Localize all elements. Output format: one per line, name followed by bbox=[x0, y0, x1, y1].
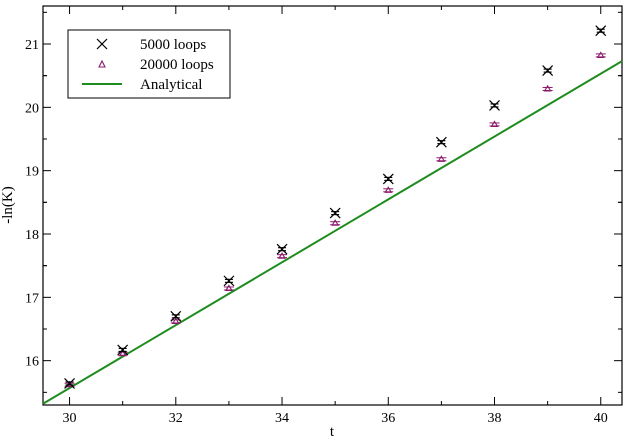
y-tick-label: 17 bbox=[25, 291, 39, 306]
point-5000-loops bbox=[329, 207, 341, 219]
point-20000-loops bbox=[117, 349, 128, 357]
point-5000-loops bbox=[595, 25, 607, 37]
triangle-marker bbox=[171, 317, 180, 324]
point-5000-loops bbox=[64, 378, 75, 389]
legend-box bbox=[67, 29, 231, 99]
y-tick-label: 21 bbox=[25, 38, 39, 53]
triangle-marker bbox=[543, 84, 552, 92]
legend-label-20000-loops: 20000 loops bbox=[140, 57, 214, 73]
x-tick-label: 34 bbox=[275, 411, 289, 426]
point-20000-loops bbox=[489, 120, 500, 127]
x-marker-stroke bbox=[595, 25, 607, 37]
legend: 5000 loops 20000 loops Analytical bbox=[67, 29, 231, 99]
point-5000-loops bbox=[170, 310, 182, 322]
x-tick-label: 36 bbox=[381, 411, 395, 426]
point-5000-loops bbox=[542, 65, 554, 77]
analytical-line bbox=[42, 60, 623, 405]
y-tick-label: 20 bbox=[25, 101, 39, 116]
point-5000-loops bbox=[223, 275, 235, 287]
y-tick-label: 18 bbox=[25, 228, 39, 243]
point-5000-loops bbox=[435, 136, 447, 148]
triangle-marker bbox=[224, 284, 233, 292]
triangle-marker bbox=[490, 120, 499, 127]
y-tick-label: 19 bbox=[25, 165, 39, 180]
x-marker-stroke bbox=[489, 100, 500, 111]
triangle-marker bbox=[437, 155, 446, 162]
legend-marker-20000-loops bbox=[98, 59, 106, 68]
point-20000-loops bbox=[330, 219, 341, 226]
point-5000-loops bbox=[117, 344, 129, 356]
triangle-marker bbox=[331, 219, 340, 226]
x-marker-stroke bbox=[435, 136, 447, 148]
x-tick-label: 30 bbox=[63, 411, 77, 426]
legend-marker-5000-loops bbox=[96, 38, 108, 50]
point-5000-loops bbox=[382, 173, 394, 185]
point-20000-loops bbox=[436, 155, 447, 162]
point-20000-loops bbox=[383, 186, 394, 193]
triangle-marker bbox=[118, 349, 127, 357]
x-axis-title: t bbox=[330, 424, 335, 440]
axis-ticks: 30 32 34 36 38 40 16 17 18 19 20 21 bbox=[25, 6, 622, 426]
x-marker-stroke bbox=[329, 207, 341, 219]
x-marker-stroke bbox=[117, 344, 129, 356]
x-marker-stroke bbox=[170, 310, 182, 322]
y-axis-title: -ln(K) bbox=[0, 186, 16, 224]
point-20000-loops bbox=[223, 284, 234, 292]
point-5000-loops bbox=[489, 100, 500, 111]
point-5000-loops bbox=[276, 243, 288, 255]
point-20000-loops bbox=[542, 84, 553, 92]
x-marker-stroke bbox=[542, 65, 554, 77]
legend-label-5000-loops: 5000 loops bbox=[140, 37, 206, 53]
triangle-marker bbox=[384, 186, 393, 193]
x-marker-stroke bbox=[223, 275, 235, 287]
x-tick-label: 32 bbox=[169, 411, 183, 426]
point-20000-loops bbox=[595, 51, 606, 58]
triangle-marker bbox=[278, 252, 287, 259]
y-tick-label: 16 bbox=[25, 355, 39, 370]
legend-label-analytical: Analytical bbox=[140, 77, 202, 93]
x-tick-label: 40 bbox=[594, 411, 608, 426]
point-20000-loops bbox=[277, 252, 288, 259]
x-marker-stroke bbox=[382, 173, 394, 185]
x-tick-label: 38 bbox=[488, 411, 502, 426]
data-points-layer bbox=[64, 25, 607, 389]
x-marker-stroke bbox=[64, 378, 75, 389]
plot-frame bbox=[42, 5, 623, 406]
analytical-line-layer bbox=[42, 60, 623, 405]
x-marker-stroke bbox=[276, 243, 288, 255]
triangle-marker bbox=[596, 51, 605, 58]
